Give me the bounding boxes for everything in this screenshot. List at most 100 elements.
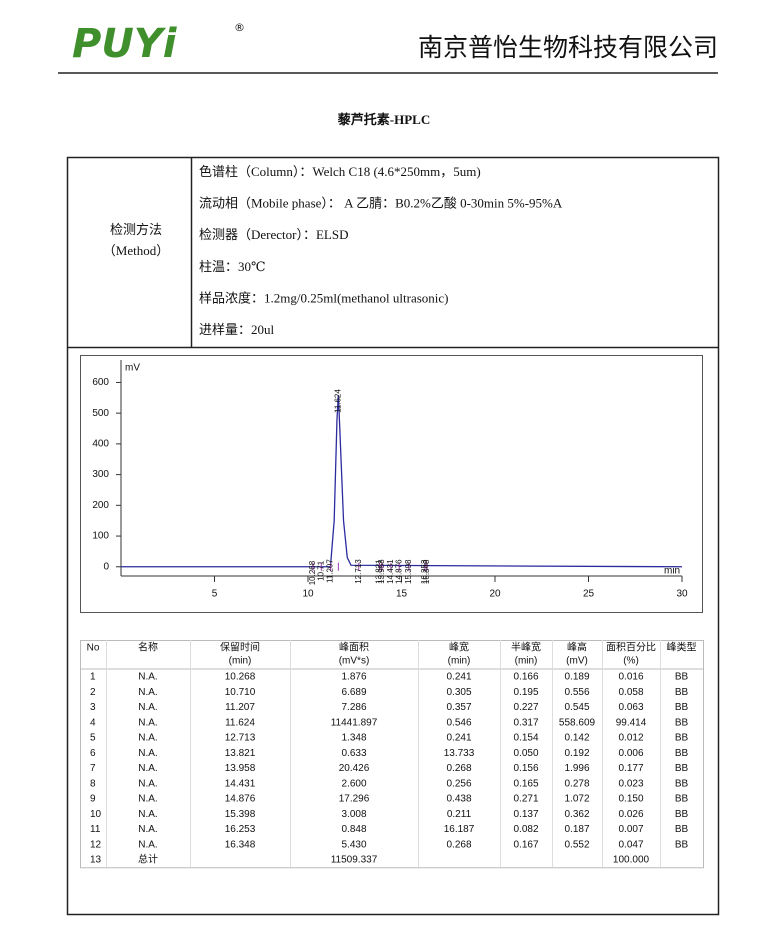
table-cell: 0.633	[341, 748, 366, 759]
table-cell: 10.710	[225, 687, 256, 698]
table-cell: 1.876	[341, 672, 366, 683]
table-cell: 0.177	[618, 763, 643, 774]
table-cell: 1.072	[564, 794, 589, 805]
table-cell: 6.689	[341, 687, 366, 698]
table-cell: 0.438	[446, 794, 471, 805]
table-cell: N.A.	[138, 794, 157, 805]
table-cell: 20.426	[339, 763, 370, 774]
table-cell: 17.296	[339, 794, 370, 805]
table-cell: 0.546	[446, 717, 471, 728]
table-cell: 2	[90, 687, 96, 698]
x-tick-label: 5	[212, 589, 218, 600]
table-cell: 1	[90, 672, 96, 683]
table-cell: 0.545	[564, 702, 589, 713]
peak-label: 10.268	[308, 560, 317, 585]
table-cell: 0.082	[513, 824, 538, 835]
table-cell: 3.008	[341, 809, 366, 820]
table-cell: 0.268	[446, 839, 471, 850]
method-row: 检测器（Derector）：ELSD	[199, 227, 348, 242]
table-cell: 0.006	[618, 748, 643, 759]
table-cell: BB	[675, 824, 689, 835]
table-cell: 0.271	[513, 794, 538, 805]
x-tick-label: 10	[302, 589, 314, 600]
table-border	[80, 640, 704, 869]
table-cell: 13.733	[444, 748, 475, 759]
y-tick-label: 0	[103, 561, 109, 572]
peak-label: 13.821	[375, 559, 384, 584]
table-cell: 14.876	[225, 794, 256, 805]
company: 南京普怡生物科技有限公司	[418, 33, 718, 62]
table-cell: 0.552	[564, 839, 589, 850]
method-row: 样品浓度：1.2mg/0.25ml(methanol ultrasonic)	[199, 290, 449, 305]
table-cell: N.A.	[138, 763, 157, 774]
x-tick-label: 30	[676, 589, 688, 600]
table-cell: 0.156	[513, 763, 538, 774]
table-cell: 13.821	[225, 748, 256, 759]
table-cell: N.A.	[138, 778, 157, 789]
table-cell: 6	[90, 748, 96, 759]
table-cell: 0.026	[618, 809, 643, 820]
table-cell: 0.166	[513, 672, 538, 683]
table-cell: BB	[675, 672, 689, 683]
table-cell: 99.414	[616, 717, 647, 728]
table-cell: 0.357	[446, 702, 471, 713]
table-cell: 0.023	[618, 778, 643, 789]
table-cell: 0.137	[513, 809, 538, 820]
column-header: (min)	[515, 656, 538, 667]
table-cell: 13.958	[225, 763, 256, 774]
table-cell: 0.256	[446, 778, 471, 789]
table-cell: 11.207	[225, 702, 255, 713]
peak-label: 16.253	[420, 559, 429, 584]
table-cell: 0.150	[618, 794, 643, 805]
table-cell: N.A.	[138, 672, 157, 683]
table-cell: 0.848	[341, 824, 366, 835]
table-cell: 0.167	[513, 839, 538, 850]
column-header: 名称	[138, 641, 158, 654]
table-cell: 7	[90, 763, 96, 774]
table-cell: 0.012	[618, 733, 643, 744]
y-tick-label: 300	[92, 469, 109, 480]
table-cell: N.A.	[138, 809, 157, 820]
method-row: 柱温：30℃	[199, 259, 266, 274]
peak-label: 14.431	[386, 559, 395, 584]
table-cell: 4	[90, 717, 96, 728]
table-cell: N.A.	[138, 687, 157, 698]
method-label: 检测方法	[110, 222, 162, 237]
registered: ®	[234, 21, 245, 34]
column-header: 峰类型	[667, 641, 697, 654]
method-rows: 色谱柱（Column）：Welch C18 (4.6*250mm，5um) 流动相…	[199, 164, 563, 337]
column-header: 半峰宽	[511, 641, 541, 654]
table-cell: 0.142	[564, 733, 589, 744]
table-cell: 0.305	[446, 687, 471, 698]
table-cell: N.A.	[138, 717, 157, 728]
table-cell: N.A.	[138, 748, 157, 759]
chromatogram: mV min 0 100 200 300 400 500 600 5 10 15 20 25 30 10.26…	[92, 360, 688, 600]
table-cell: 16.187	[444, 824, 475, 835]
column-header: (mV*s)	[339, 656, 370, 667]
table-cell: N.A.	[138, 702, 157, 713]
table-cell: 5.430	[341, 839, 366, 850]
chart-frame	[80, 355, 703, 613]
peak-label: 10.71	[316, 560, 325, 581]
table-cell: 1.348	[341, 733, 366, 744]
table-cell: 0.016	[618, 672, 643, 683]
table-cell: 0.227	[513, 702, 538, 713]
column-header: (%)	[623, 656, 639, 667]
y-tick-label: 200	[92, 500, 109, 511]
table-cell: 0.189	[564, 672, 589, 683]
table-cell: 0.556	[564, 687, 589, 698]
table-cell: 11509.337	[331, 855, 378, 866]
table-cell: 0.362	[564, 809, 589, 820]
method-row: 流动相（Mobile phase）： A 乙腈：B0.2%乙酸 0-30min …	[199, 196, 563, 211]
y-tick-label: 500	[92, 408, 109, 419]
table-cell: 12.713	[225, 733, 256, 744]
y-tick-label: 600	[92, 377, 109, 388]
column-header: (mV)	[566, 656, 588, 667]
table-cell: 0.058	[618, 687, 643, 698]
column-header: 峰高	[567, 641, 587, 654]
table-cell: 0.211	[447, 809, 472, 820]
trace	[121, 395, 683, 568]
column-header: (min)	[229, 656, 252, 667]
table-cell: 11	[90, 824, 101, 835]
